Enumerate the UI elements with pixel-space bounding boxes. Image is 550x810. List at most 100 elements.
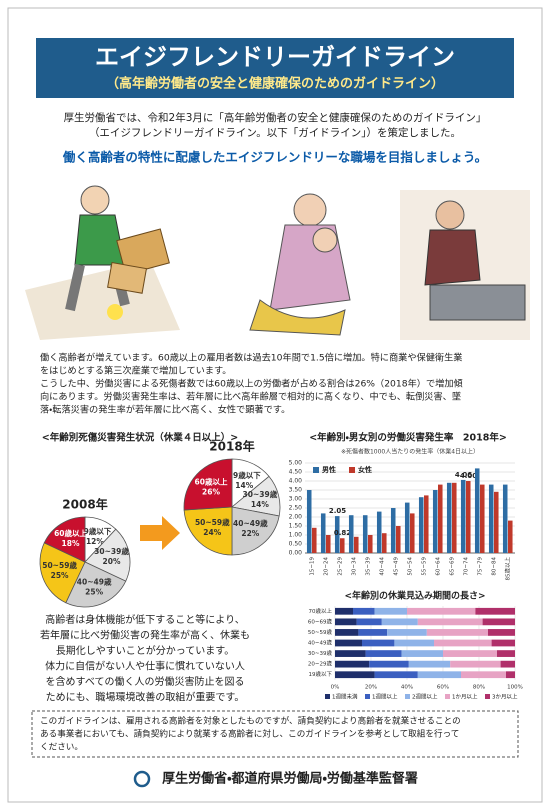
body-line: 向にあります。労働災害発生率は、若年層に比べ高年齢層で相対的に高くなり、中でも、…: [40, 391, 461, 403]
slice-value: 14%: [251, 500, 269, 509]
slice-label: 40~49歳: [77, 576, 112, 586]
legend-label: 1か月以上: [452, 693, 478, 701]
slice-label: 60歳以上: [54, 528, 87, 538]
slice-value: 18%: [62, 539, 80, 548]
slice-value: 24%: [203, 528, 221, 537]
footer: 厚生労働省・都道府県労働局・労働基準監督署: [162, 771, 418, 787]
header-subtitle: （高年齢労働者の安全と健康確保のためのガイドライン）: [106, 76, 444, 92]
bar: [452, 483, 457, 553]
body-line: 落・転落災害の発生率が若年層に比べ高く、女性で顕著です。: [40, 404, 290, 416]
bar: [489, 485, 494, 553]
x-tick-label: 35~39: [366, 557, 372, 576]
legend-swatch: [365, 694, 370, 699]
y-tick-label: 4.00: [289, 478, 303, 485]
bar-segment: [418, 671, 461, 678]
slice-label: 30~39歳: [243, 489, 278, 499]
x-tick-label: 75~79: [478, 557, 484, 576]
slice-label: 29歳以下: [228, 470, 261, 480]
left-text-line: を含めすべての働く人の労働災害防止を図る: [46, 675, 245, 688]
y-tick-label: 2.50: [289, 505, 303, 512]
bar-segment: [450, 661, 500, 668]
bar: [438, 485, 443, 553]
slice-value: 26%: [202, 487, 220, 496]
intro-line: （エイジフレンドリーガイドライン。以下「ガイドライン」）を策定しました。: [89, 126, 461, 139]
legend-label: 男性: [322, 465, 336, 474]
legend-swatch: [405, 694, 410, 699]
body-line: 働く高齢者が増えています。60歳以上の雇用者数は過去10年間で1.5倍に増加。特…: [40, 352, 463, 364]
x-tick-label: 30~34: [352, 557, 358, 576]
bar: [419, 497, 424, 553]
slice-label: 50~59歳: [42, 560, 77, 570]
left-text-line: 高齢者は身体機能が低下すること等により、: [45, 613, 244, 626]
chart-subtitle: ※死傷者数1000人当たりの発生率（休業4日以上）: [341, 448, 479, 456]
elder-head: [294, 194, 326, 226]
x-tick-label: 85歳以上: [504, 557, 512, 581]
bar: [461, 480, 466, 553]
bar-segment: [501, 661, 515, 668]
slogan: 働く高齢者の特性に配慮したエイジフレンドリーな職場を目指しましょう。: [62, 150, 487, 165]
chart-title: <年齢別・男女別の労働災害発生率 2018年>: [309, 432, 507, 444]
y-tick-label: 19歳以下: [309, 670, 333, 678]
y-tick-label: 0.50: [289, 541, 303, 548]
slice-label: 30~39歳: [94, 546, 129, 556]
header-title: エイジフレンドリーガイドライン: [95, 43, 455, 71]
machine: [430, 285, 525, 320]
bar-segment: [483, 618, 515, 625]
craft-head: [436, 201, 464, 229]
poster: エイジフレンドリーガイドライン （高年齢労働者の安全と健康確保のためのガイドライ…: [0, 0, 550, 810]
y-tick-label: 20~29歳: [308, 660, 333, 668]
x-tick-label: 80~84: [492, 557, 498, 576]
y-tick-label: 4.50: [289, 469, 303, 476]
legend-label: 1週間未満: [332, 693, 358, 701]
bar: [424, 495, 429, 553]
box: [108, 263, 147, 294]
bar: [433, 490, 438, 553]
body-line: こうした中、労働災害による死傷者数では60歳以上の労働者が占める割合は26%（2…: [40, 378, 463, 390]
intro-line: 厚生労働省では、令和2年3月に「高年齢労働者の安全と健康確保のためのガイドライン…: [64, 111, 487, 124]
bar: [480, 485, 485, 553]
bar-segment: [488, 629, 515, 636]
bar: [307, 490, 312, 553]
bar-segment: [402, 650, 443, 657]
y-tick-label: 2.00: [289, 514, 303, 521]
bar-segment: [382, 618, 418, 625]
notice-line: ください。: [40, 742, 83, 753]
slice-label: 40~49歳: [233, 518, 268, 528]
slice-label: 60歳以上: [195, 476, 228, 486]
bar-segment: [492, 640, 515, 647]
y-tick-label: 40~49歳: [308, 639, 333, 647]
legend-swatch: [325, 694, 330, 699]
left-text-line: 若年層に比べ労働災害の発生率が高く、休業も: [40, 629, 250, 642]
legend-swatch: [485, 694, 490, 699]
helper-head: [313, 228, 337, 252]
legend-swatch: [313, 467, 319, 473]
bar-segment: [506, 671, 515, 678]
bar-segment: [443, 650, 497, 657]
y-tick-label: 50~59歳: [308, 628, 333, 636]
y-tick-label: 70歳以上: [309, 607, 333, 615]
x-tick-label: 60~64: [436, 557, 442, 576]
slice-value: 22%: [241, 529, 259, 538]
bar-segment: [335, 671, 375, 678]
bar: [396, 526, 401, 553]
bar-segment: [461, 671, 506, 678]
bar-segment: [362, 640, 394, 647]
slice-label: 50~59歳: [195, 517, 230, 527]
bar: [475, 468, 480, 553]
bar: [368, 535, 373, 553]
bar: [508, 521, 513, 553]
left-text-line: 体力に自信がない人や仕事に慣れていない人: [45, 660, 245, 673]
data-label: 4.00: [460, 472, 477, 480]
bar-segment: [335, 629, 358, 636]
bar: [312, 528, 317, 553]
bar-segment: [335, 640, 362, 647]
worker-head: [81, 186, 109, 214]
pie-year: 2018年: [209, 439, 254, 454]
data-label: 2.05: [329, 507, 346, 515]
slice-value: 14%: [235, 481, 253, 490]
bar: [340, 538, 345, 553]
x-tick-label: 70~74: [464, 557, 470, 576]
bar-segment: [369, 661, 409, 668]
bar-segment: [375, 608, 407, 615]
y-tick-label: 60~69歳: [308, 617, 333, 625]
